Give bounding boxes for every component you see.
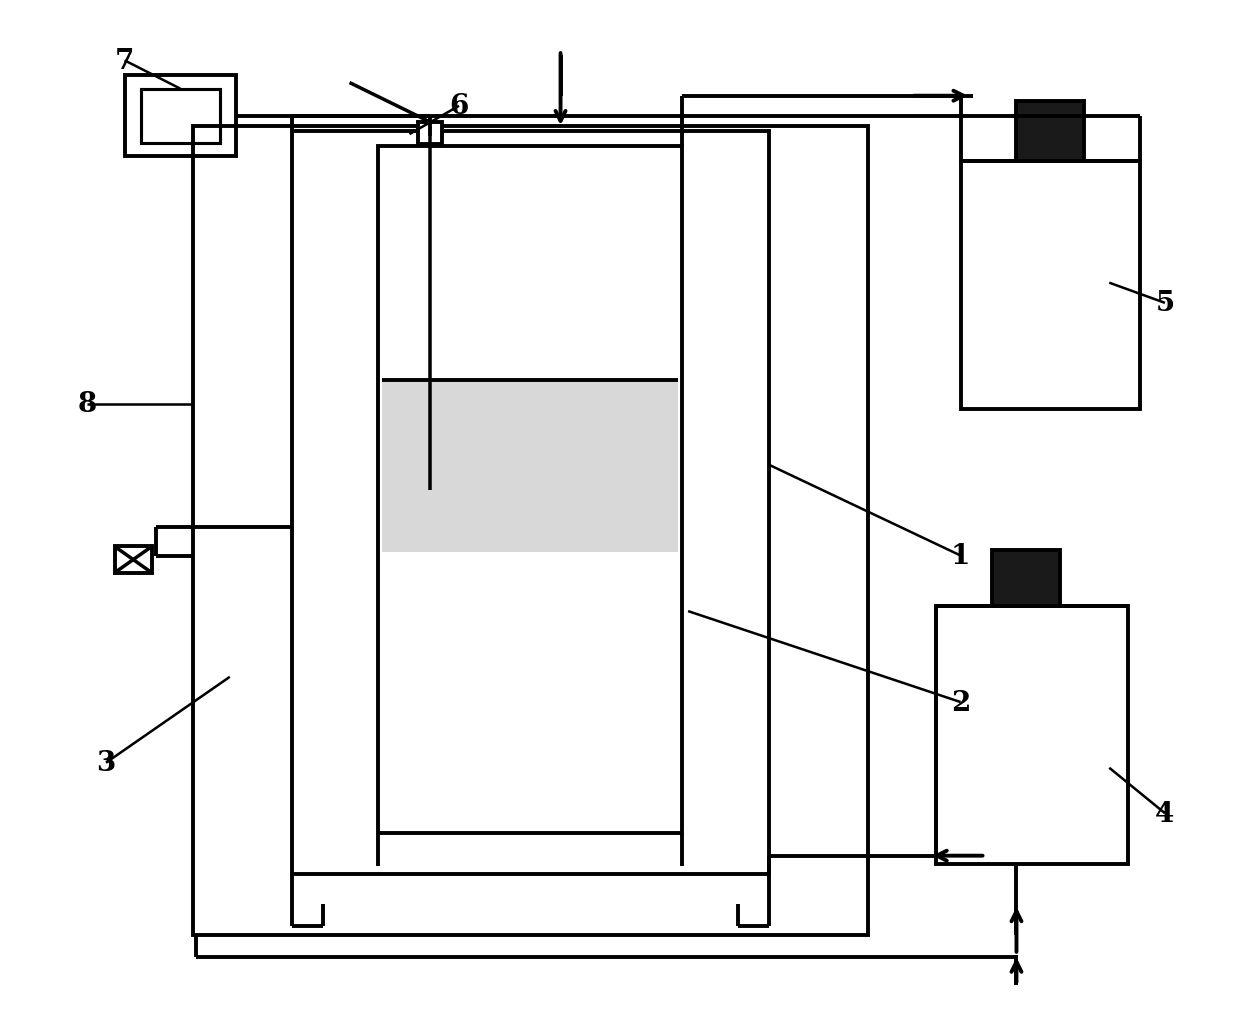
Bar <box>291 132 769 874</box>
Bar <box>418 123 443 145</box>
Bar <box>192 127 868 934</box>
Bar <box>382 380 678 552</box>
Bar <box>992 551 1060 607</box>
Bar <box>140 90 219 144</box>
Bar <box>378 147 682 834</box>
Text: 3: 3 <box>97 749 115 776</box>
Bar <box>936 607 1128 864</box>
Text: 6: 6 <box>449 93 469 120</box>
Bar <box>1017 102 1085 162</box>
Text: 7: 7 <box>115 48 134 75</box>
Text: 2: 2 <box>951 688 971 716</box>
Text: 8: 8 <box>78 391 97 418</box>
Text: 5: 5 <box>1156 290 1174 317</box>
Text: 4: 4 <box>1156 800 1174 827</box>
Bar <box>124 77 236 157</box>
Bar <box>114 547 151 573</box>
Bar <box>961 162 1141 409</box>
Text: 1: 1 <box>951 543 971 569</box>
